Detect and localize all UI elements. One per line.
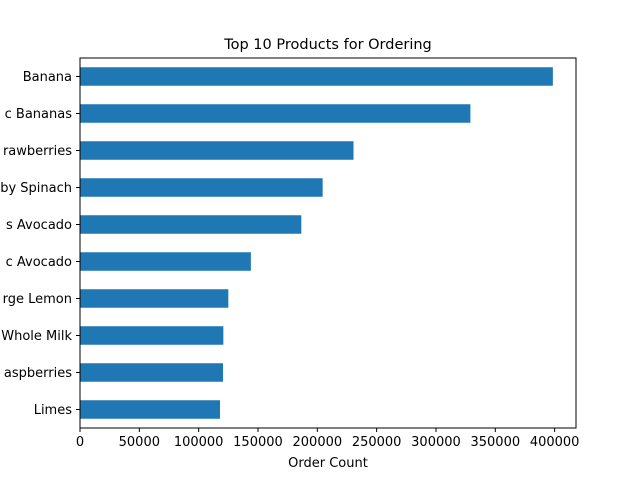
x-tick-label: 100000 [174,435,224,450]
plot-frame [79,57,577,429]
y-tick-label: c Bananas [5,107,73,122]
x-tick-label: 200000 [293,435,343,450]
x-tick-label: 400000 [530,435,580,450]
x-tick-label: 250000 [352,435,402,450]
bar [80,289,229,308]
x-axis-label: Order Count [288,456,368,471]
bar [80,141,354,160]
x-tick-label: 350000 [470,435,520,450]
bar [80,215,302,234]
bar [80,326,224,345]
x-tick-label: 150000 [233,435,283,450]
y-tick-label: rge Lemon [3,292,72,307]
y-tick-label: Banana [23,70,72,85]
x-tick-label: 50000 [119,435,160,450]
y-tick-label: by Spinach [0,181,72,196]
y-tick-label: rawberries [3,144,72,159]
bar [80,104,471,123]
x-tick-label: 0 [76,435,84,450]
y-tick-label: Limes [34,403,73,418]
y-tick-label: aspberries [4,366,72,381]
bar [80,400,221,419]
bars-group [80,67,553,419]
bar [80,252,251,271]
y-tick-label: c Avocado [6,255,72,270]
y-axis: Limes aspberries Whole Milk rge Lemon c Avoc… [0,70,80,418]
x-axis: 0 50000 100000 150000 200000 250000 300000 3500… [76,428,580,450]
bar [80,363,223,382]
y-tick-label: Whole Milk [1,329,72,344]
chart-title: Top 10 Products for Ordering [223,37,432,53]
y-tick-label: s Avocado [6,218,72,233]
bar [80,67,553,86]
x-tick-label: 300000 [411,435,461,450]
bar [80,178,323,197]
